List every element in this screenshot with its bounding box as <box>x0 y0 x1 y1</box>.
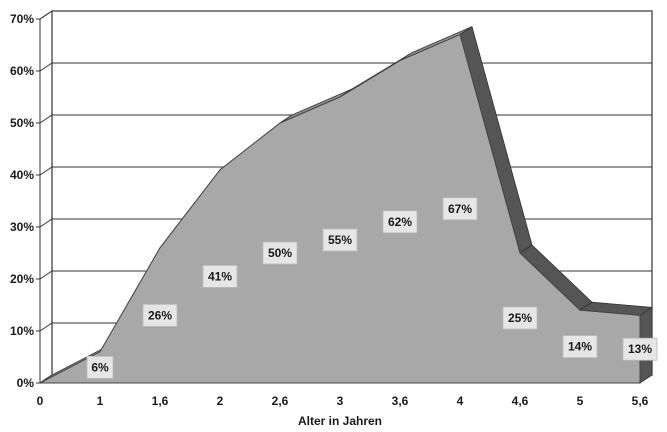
data-label-box <box>382 210 418 234</box>
data-label-text: 14% <box>568 340 592 354</box>
data-point <box>579 309 581 311</box>
y-tick-label: 50% <box>10 116 34 130</box>
data-label-text: 62% <box>388 215 412 229</box>
gridline <box>39 10 652 20</box>
x-tick-label: 4,6 <box>512 394 529 408</box>
data-label-text: 67% <box>448 202 472 216</box>
data-label: 50% <box>262 241 298 265</box>
data-label-box <box>502 306 538 330</box>
y-axis-ticks: 0% 10% 20% 30% 40% 50% 60% 70% <box>10 12 34 390</box>
data-point <box>39 382 41 384</box>
data-label-text: 25% <box>508 311 532 325</box>
data-label: 14% <box>562 335 598 359</box>
data-point <box>279 122 281 124</box>
data-label-box <box>202 264 238 288</box>
data-label-text: 13% <box>628 342 652 356</box>
data-label-text: 50% <box>268 246 292 260</box>
data-point <box>399 60 401 62</box>
data-point <box>459 34 461 36</box>
x-tick-label: 2 <box>217 394 224 408</box>
data-label-box <box>262 241 298 265</box>
data-label: 62% <box>382 210 418 234</box>
data-point <box>99 351 101 353</box>
x-axis-ticks: 0 1 1,6 2 2,6 3 3,6 4 4,6 5 5,6 <box>37 394 649 408</box>
data-label: 26% <box>142 303 178 327</box>
y-tick-label: 10% <box>10 324 34 338</box>
data-point <box>219 169 221 171</box>
area-series <box>39 25 654 384</box>
data-label: 55% <box>322 228 358 252</box>
x-tick-label: 3 <box>337 394 344 408</box>
data-label: 25% <box>502 306 538 330</box>
data-label: 41% <box>202 264 238 288</box>
data-label-text: 55% <box>328 233 352 247</box>
data-label-text: 41% <box>208 269 232 283</box>
y-tick-label: 70% <box>10 12 34 26</box>
x-tick-label: 4 <box>457 394 464 408</box>
x-tick-label: 5 <box>577 394 584 408</box>
data-label-text: 6% <box>91 360 109 374</box>
x-tick-label: 3,6 <box>392 394 409 408</box>
data-point <box>339 96 341 98</box>
x-tick-label: 0 <box>37 394 44 408</box>
data-label-box <box>562 335 598 359</box>
data-label: 13% <box>622 337 658 361</box>
x-tick-label: 2,6 <box>272 394 289 408</box>
y-tick-label: 60% <box>10 64 34 78</box>
y-tick-label: 20% <box>10 272 34 286</box>
y-tick-label: 0% <box>17 376 35 390</box>
data-point <box>639 314 641 316</box>
data-label-text: 26% <box>148 308 172 322</box>
data-label: 67% <box>442 197 478 221</box>
data-label-box <box>142 303 178 327</box>
data-point <box>519 252 521 254</box>
data-label-box <box>322 228 358 252</box>
y-tick-label: 40% <box>10 168 34 182</box>
y-tick-label: 30% <box>10 220 34 234</box>
data-label-box <box>622 337 658 361</box>
x-tick-label: 1 <box>97 394 104 408</box>
data-point <box>159 247 161 249</box>
x-axis-title: Alter in Jahren <box>298 414 382 428</box>
x-tick-label: 5,6 <box>632 394 649 408</box>
data-labels: 6% 26% 41% 50% 55% 62% 67% 25% 14% 13% <box>86 197 658 379</box>
data-label-box <box>442 197 478 221</box>
data-label: 6% <box>86 355 114 379</box>
data-label-box <box>86 355 114 379</box>
x-tick-label: 1,6 <box>152 394 169 408</box>
